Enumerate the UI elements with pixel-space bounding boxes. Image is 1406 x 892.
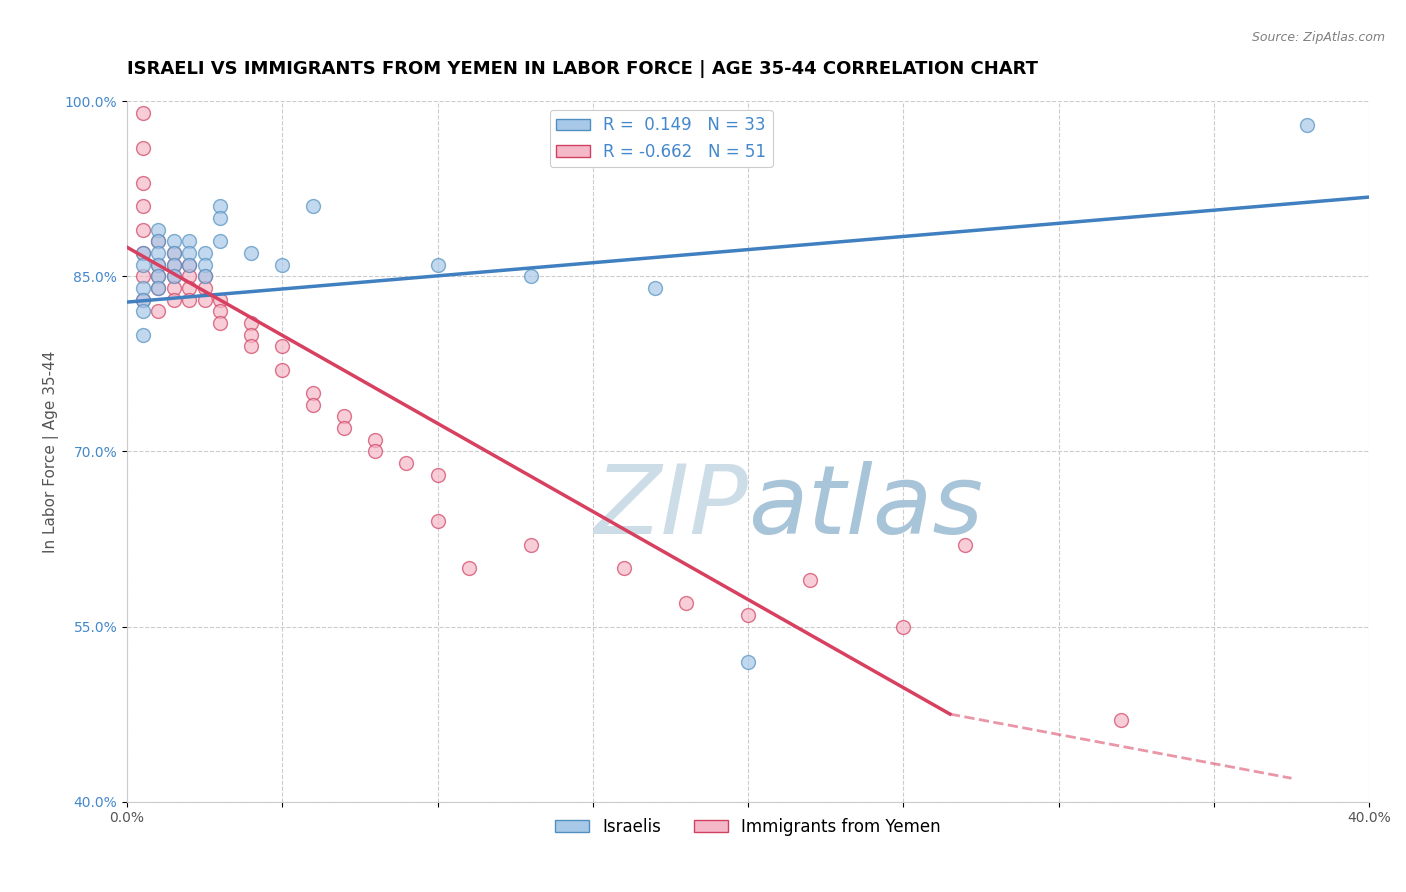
Point	[131, 106, 153, 120]
Point	[194, 246, 217, 260]
Point	[364, 433, 387, 447]
Point	[955, 538, 977, 552]
Point	[209, 199, 232, 213]
Point	[131, 223, 153, 237]
Point	[162, 293, 184, 307]
Point	[162, 246, 184, 260]
Legend: Israelis, Immigrants from Yemen: Israelis, Immigrants from Yemen	[548, 811, 948, 842]
Point	[162, 246, 184, 260]
Point	[519, 269, 541, 284]
Point	[146, 304, 169, 318]
Point	[799, 573, 821, 587]
Point	[146, 258, 169, 272]
Point	[131, 176, 153, 190]
Point	[426, 467, 449, 482]
Point	[131, 141, 153, 155]
Point	[131, 246, 153, 260]
Point	[162, 235, 184, 249]
Point	[194, 258, 217, 272]
Y-axis label: In Labor Force | Age 35-44: In Labor Force | Age 35-44	[44, 351, 59, 553]
Point	[131, 281, 153, 295]
Point	[395, 456, 418, 470]
Point	[737, 607, 759, 622]
Point	[364, 444, 387, 458]
Point	[179, 258, 201, 272]
Point	[146, 269, 169, 284]
Point	[162, 258, 184, 272]
Point	[179, 269, 201, 284]
Point	[179, 246, 201, 260]
Point	[146, 269, 169, 284]
Point	[209, 235, 232, 249]
Text: ISRAELI VS IMMIGRANTS FROM YEMEN IN LABOR FORCE | AGE 35-44 CORRELATION CHART: ISRAELI VS IMMIGRANTS FROM YEMEN IN LABO…	[127, 60, 1038, 78]
Point	[146, 235, 169, 249]
Point	[131, 199, 153, 213]
Point	[162, 258, 184, 272]
Point	[209, 316, 232, 330]
Point	[146, 246, 169, 260]
Text: atlas: atlas	[748, 461, 983, 554]
Text: Source: ZipAtlas.com: Source: ZipAtlas.com	[1251, 31, 1385, 45]
Point	[146, 258, 169, 272]
Point	[240, 339, 263, 353]
Point	[162, 281, 184, 295]
Point	[179, 258, 201, 272]
Point	[131, 293, 153, 307]
Point	[179, 235, 201, 249]
Point	[271, 258, 294, 272]
Point	[333, 409, 356, 424]
Point	[333, 421, 356, 435]
Point	[179, 281, 201, 295]
Point	[240, 316, 263, 330]
Point	[271, 363, 294, 377]
Point	[131, 304, 153, 318]
Point	[302, 398, 325, 412]
Point	[179, 293, 201, 307]
Point	[194, 293, 217, 307]
Point	[131, 327, 153, 342]
Point	[146, 235, 169, 249]
Text: ZIP: ZIP	[595, 461, 748, 554]
Point	[162, 269, 184, 284]
Point	[737, 655, 759, 669]
Point	[146, 281, 169, 295]
Point	[131, 269, 153, 284]
Point	[131, 246, 153, 260]
Point	[302, 199, 325, 213]
Point	[644, 281, 666, 295]
Point	[240, 246, 263, 260]
Point	[1109, 713, 1132, 727]
Point	[194, 269, 217, 284]
Point	[194, 281, 217, 295]
Point	[675, 596, 697, 610]
Point	[131, 293, 153, 307]
Point	[613, 561, 636, 575]
Point	[131, 258, 153, 272]
Point	[209, 211, 232, 225]
Point	[162, 269, 184, 284]
Point	[271, 339, 294, 353]
Point	[426, 258, 449, 272]
Point	[146, 281, 169, 295]
Point	[1296, 118, 1319, 132]
Point	[146, 223, 169, 237]
Point	[209, 293, 232, 307]
Point	[426, 515, 449, 529]
Point	[194, 269, 217, 284]
Point	[457, 561, 479, 575]
Point	[240, 327, 263, 342]
Point	[302, 386, 325, 401]
Point	[891, 619, 914, 633]
Point	[519, 538, 541, 552]
Point	[209, 304, 232, 318]
